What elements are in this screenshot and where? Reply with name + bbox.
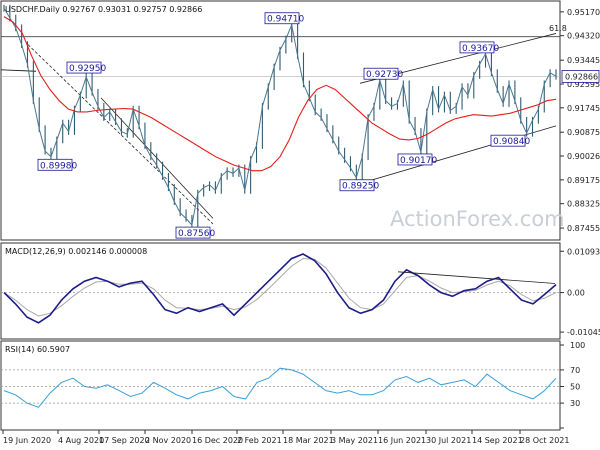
price-axis: 0.95170 0.94320 0.93445 0.92595 0.91745 0.908… <box>560 8 600 233</box>
annotation-box <box>363 67 399 80</box>
rsi-grid <box>1 369 560 404</box>
rsi-tick-label: 70 <box>570 366 580 375</box>
macd-tick-label: 0.010935 <box>567 247 600 256</box>
annotation-box <box>490 134 526 147</box>
time-tick-label: 19 Jun 2020 <box>3 436 51 445</box>
time-tick-label: 2 Feb 2021 <box>237 436 282 445</box>
macd-panel-frame <box>0 242 561 340</box>
price-tick-label: 0.90026 <box>567 152 600 161</box>
rsi-tick-label: 50 <box>570 383 580 392</box>
annotation-label: 0.90170 <box>400 156 437 166</box>
last-price-box <box>561 70 600 83</box>
macd-header: MACD(12,26,9) 0.002146 0.000008 <box>5 247 147 256</box>
price-tick-label: 0.88325 <box>567 200 600 209</box>
resistance-line <box>0 69 37 72</box>
time-tick-label: 18 Mar 2021 <box>283 436 334 445</box>
price-tick-label: 0.90875 <box>567 128 600 137</box>
annotation-label: 0.94710 <box>267 15 304 25</box>
price-tick-label: 0.91745 <box>567 104 600 113</box>
macd-tick-label: 0.00 <box>567 289 585 298</box>
annotation-label: 0.87560 <box>178 229 215 239</box>
annotation-box <box>264 12 300 25</box>
annotation-label: 0.92950 <box>69 64 106 74</box>
moving-average <box>3 16 557 172</box>
rsi-tick-label: 100 <box>570 341 585 350</box>
price-tick-label: 0.89175 <box>567 176 600 185</box>
rsi-line <box>3 367 557 408</box>
price-header: USDCHF.Daily 0.92767 0.93031 0.92757 0.9… <box>5 5 202 14</box>
fib-label: 61.8 <box>549 24 567 33</box>
annotation-box <box>175 226 211 239</box>
annotation-label: 0.93670 <box>462 44 499 54</box>
time-tick-label: 17 Sep 2020 <box>99 436 150 445</box>
moving-average-line <box>3 16 557 172</box>
price-line <box>3 7 557 227</box>
macd-tick-label: -0.010459 <box>567 328 600 337</box>
rsi-series <box>3 367 557 408</box>
time-tick-label: 16 Dec 2020 <box>192 436 243 445</box>
price-tick-label: 0.92595 <box>567 80 600 89</box>
time-tick-label: 2 Nov 2020 <box>145 436 191 445</box>
annotation-label: 0.90840 <box>493 137 530 147</box>
annotation-box <box>339 179 375 192</box>
annotation-label: 0.89250 <box>342 182 379 192</box>
price-panel: ActionForex.com 0.929500.899800.875600.9… <box>0 0 567 241</box>
annotation-box <box>66 61 102 74</box>
annotation-box <box>459 41 495 54</box>
price-tick-label: 0.93445 <box>567 56 600 65</box>
rsi-header: RSI(14) 60.5907 <box>5 345 70 354</box>
last-price-label: 0.92866 <box>565 72 598 81</box>
watermark: ActionForex.com <box>390 207 565 231</box>
rsi-tick-label: 30 <box>570 399 580 408</box>
dashed-trend-line <box>27 44 214 225</box>
annotation-box <box>37 158 73 171</box>
time-tick-label: 4 Aug 2020 <box>58 436 104 445</box>
price-annotations: 0.92950 0.89980 0.87560 0.94710 0.89250 0.927… <box>37 12 530 239</box>
macd-axis: 0.010935 0.00 -0.010459 <box>560 247 600 337</box>
annotation-box <box>397 153 433 166</box>
price-panel-frame <box>0 0 561 241</box>
time-tick-label: 14 Sep 2021 <box>472 436 523 445</box>
annotation-label: 0.92730 <box>366 70 403 80</box>
time-tick-label: 30 Jul 2021 <box>426 436 471 445</box>
annotation-label: 0.89980 <box>40 161 77 171</box>
rsi-axis: 100 70 50 30 <box>560 341 585 429</box>
price-tick-label: 0.94320 <box>567 32 600 41</box>
macd-trend-line <box>397 271 556 284</box>
macd-series <box>3 253 557 324</box>
price-tick-label: 0.95170 <box>567 8 600 17</box>
rsi-panel: RSI(14) 60.5907 <box>0 340 561 431</box>
rsi-panel-frame <box>0 340 561 431</box>
macd-signal-line <box>3 258 557 317</box>
time-tick-label: 28 Oct 2021 <box>520 436 569 445</box>
macd-panel: MACD(12,26,9) 0.002146 0.000008 <box>0 242 561 340</box>
price-tick-label: 0.87455 <box>567 224 600 233</box>
time-tick-label: 16 Jun 2021 <box>378 436 426 445</box>
time-tick-label: 3 May 2021 <box>331 436 378 445</box>
macd-line <box>3 253 557 324</box>
